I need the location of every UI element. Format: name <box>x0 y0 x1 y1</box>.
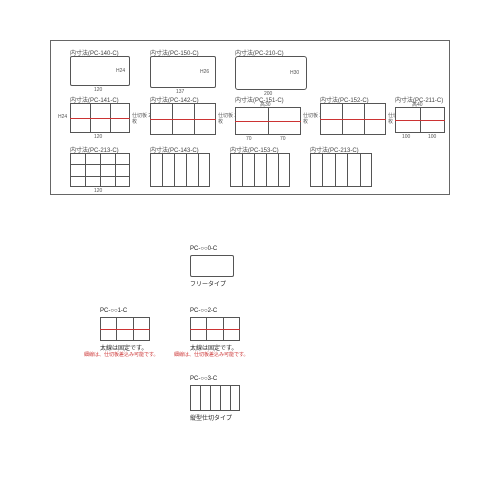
h <box>70 176 130 177</box>
v <box>335 153 336 187</box>
v <box>266 153 267 187</box>
v <box>115 153 116 187</box>
v <box>360 153 361 187</box>
dim-pc211-c: 100 <box>402 134 410 140</box>
dim-pc141-w: 120 <box>94 134 102 140</box>
r <box>395 120 445 121</box>
rect-r3-1 <box>150 153 210 187</box>
dim-pc211-c2: 100 <box>428 134 436 140</box>
v <box>230 385 231 411</box>
v <box>186 153 187 187</box>
r <box>320 119 386 120</box>
v <box>347 153 348 187</box>
v <box>85 153 86 187</box>
v <box>322 153 323 187</box>
v <box>210 385 211 411</box>
v <box>278 153 279 187</box>
h <box>70 164 130 165</box>
dim-pc150-h: H26 <box>200 69 209 75</box>
r <box>150 119 216 120</box>
rect-r3-2 <box>230 153 290 187</box>
v <box>100 153 101 187</box>
v <box>220 385 221 411</box>
dim-pc140-w: 120 <box>94 87 102 93</box>
v <box>242 153 243 187</box>
dim-pc151-c: 70 <box>246 136 252 142</box>
r <box>100 329 150 330</box>
v <box>200 385 201 411</box>
v <box>162 153 163 187</box>
legend-free-sub: フリータイプ <box>190 279 226 288</box>
legend-l2-code: PC-○○2-C <box>190 308 217 314</box>
legend-free-code: PC-○○0-C <box>190 246 217 252</box>
legend-free-rect <box>190 255 234 277</box>
dim-pc151-c2: 70 <box>280 136 286 142</box>
rect-r3-3 <box>310 153 372 187</box>
v <box>198 153 199 187</box>
legend-l1-code: PC-○○1-C <box>100 308 127 314</box>
v <box>254 153 255 187</box>
diagram-canvas: 内寸法(PC-140-C) H24 120 内寸法(PC-150-C) H26 … <box>50 40 450 460</box>
r <box>70 118 130 119</box>
legend-l3-code: PC-○○3-C <box>190 376 217 382</box>
legend-l2-n2: 細線は、仕切板差込み可能です。 <box>174 351 249 358</box>
legend-l3-rect <box>190 385 240 411</box>
dim-pc141-h: H24 <box>58 114 67 120</box>
side-pc141: 仕切板 2枚 <box>132 114 152 125</box>
legend-l3-sub: 縦型仕切タイプ <box>190 413 232 422</box>
dim-r3-0: 120 <box>94 188 102 194</box>
legend-l1-n2: 細線は、仕切板差込み可能です。 <box>84 351 159 358</box>
dim-pc140-h: H24 <box>116 68 125 74</box>
r <box>235 121 301 122</box>
r <box>190 329 240 330</box>
dim-pc210-h: H30 <box>290 70 299 76</box>
v <box>174 153 175 187</box>
